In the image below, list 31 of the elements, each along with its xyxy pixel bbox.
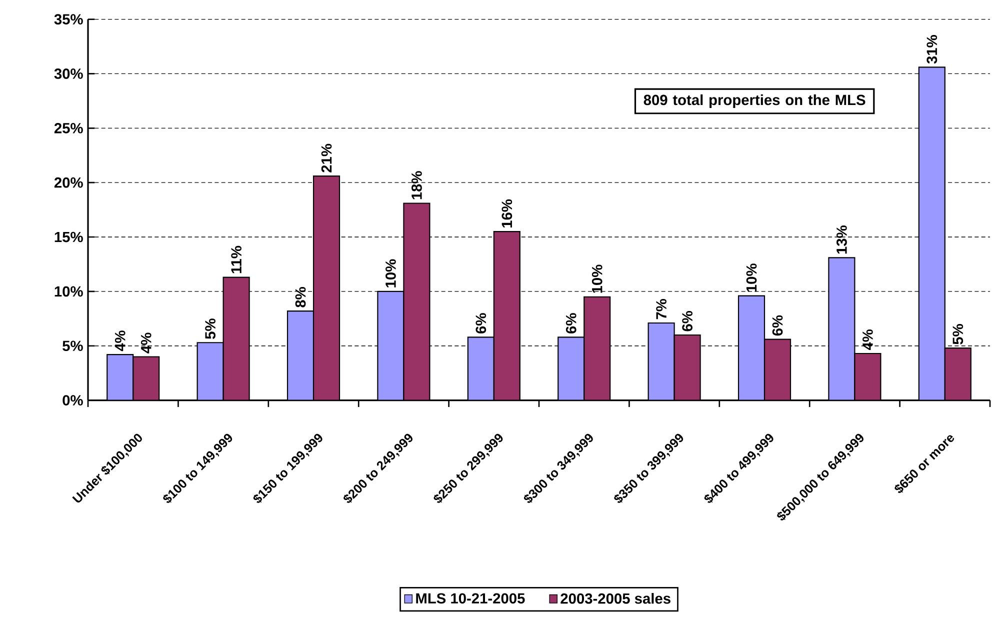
annotation: 809 total properties on the MLS bbox=[644, 94, 866, 108]
data-label: 5% bbox=[205, 318, 216, 339]
data-label: 10% bbox=[592, 264, 602, 293]
data-label: 6% bbox=[682, 310, 692, 332]
data-label: 10% bbox=[386, 259, 396, 288]
data-label: 13% bbox=[836, 226, 847, 254]
data-label: 4% bbox=[862, 329, 873, 350]
data-label: 6% bbox=[566, 313, 576, 334]
y-tick-label: 10% bbox=[54, 286, 83, 297]
data-label: 6% bbox=[476, 313, 486, 334]
data-label: 21% bbox=[321, 144, 332, 172]
data-label: 10% bbox=[746, 264, 757, 292]
y-tick-label: 0% bbox=[62, 395, 83, 406]
y-tick-label: 35% bbox=[54, 14, 83, 25]
data-label: 4% bbox=[140, 332, 152, 354]
data-label: 18% bbox=[412, 171, 422, 200]
y-tick-label: 25% bbox=[54, 122, 83, 134]
y-tick-label: 5% bbox=[62, 340, 83, 352]
y-tick-label: 30% bbox=[54, 68, 83, 79]
data-label: 7% bbox=[656, 299, 666, 320]
y-tick-label: 15% bbox=[54, 232, 83, 242]
data-label: 11% bbox=[231, 246, 242, 274]
legend-label: 2003-2005 sales bbox=[560, 592, 670, 604]
data-label: 31% bbox=[926, 35, 938, 64]
data-label: 4% bbox=[114, 330, 126, 352]
data-label: 8% bbox=[295, 287, 306, 308]
data-label: 16% bbox=[502, 199, 512, 228]
y-tick-label: 20% bbox=[54, 177, 83, 188]
legend-label: MLS 10-21-2005 bbox=[416, 593, 525, 604]
data-label: 6% bbox=[772, 315, 783, 336]
data-label: 5% bbox=[952, 324, 964, 344]
